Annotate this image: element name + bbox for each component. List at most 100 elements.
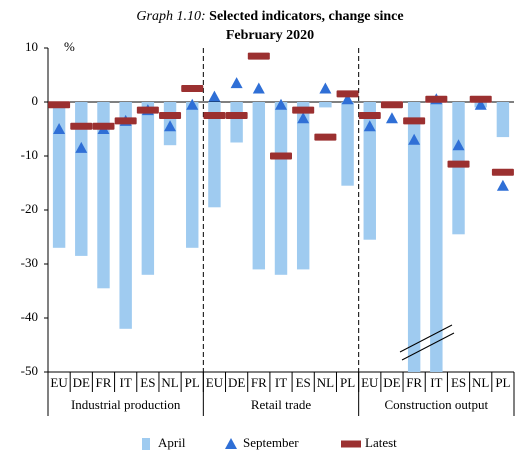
x-tick-label: NL — [161, 375, 178, 390]
marker-dash — [358, 112, 381, 119]
group-label: Industrial production — [71, 397, 181, 412]
marker-triangle — [474, 98, 487, 110]
group-label: Retail trade — [251, 397, 312, 412]
marker-dash — [114, 117, 137, 125]
marker-triangle — [230, 77, 243, 89]
bar — [274, 102, 288, 275]
legend-label: Latest — [365, 435, 397, 450]
x-tick-label: IT — [430, 375, 442, 390]
marker-dash — [292, 106, 315, 114]
group-label: Construction output — [385, 397, 489, 412]
marker-dash — [48, 101, 71, 109]
bar — [363, 102, 376, 240]
bar — [407, 102, 421, 372]
x-tick-label: FR — [406, 375, 422, 390]
y-tick-label: -30 — [21, 255, 38, 270]
marker-dash — [247, 52, 270, 60]
x-tick-label: DE — [73, 375, 90, 390]
chart-title-line2: February 2020 — [226, 28, 314, 43]
marker-triangle — [385, 112, 398, 124]
x-tick-label: ES — [140, 375, 155, 390]
x-tick-label: EU — [206, 375, 224, 390]
marker-triangle — [275, 98, 287, 110]
bar — [319, 102, 332, 108]
x-tick-label: PL — [185, 375, 200, 390]
bar — [496, 102, 510, 138]
marker-dash — [225, 112, 248, 119]
break-mark — [401, 332, 455, 361]
x-tick-label: DE — [383, 375, 400, 390]
legend-label: April — [158, 435, 186, 450]
marker-dash — [403, 117, 426, 125]
marker-dash — [270, 152, 292, 160]
legend-label: September — [243, 435, 299, 450]
y-tick-label: -50 — [21, 363, 38, 378]
marker-triangle — [408, 133, 421, 145]
legend-swatch — [142, 438, 150, 450]
chart-title: Graph 1.10: Selected indicators, change … — [136, 9, 403, 24]
bar — [296, 102, 310, 270]
bar — [141, 102, 155, 275]
title-text: Selected indicators, change since — [209, 9, 403, 24]
y-tick-label: -40 — [21, 309, 38, 324]
y-tick-label: -20 — [21, 201, 38, 216]
x-tick-label: IT — [275, 375, 287, 390]
marker-dash — [92, 122, 115, 130]
legend-swatch — [225, 438, 237, 449]
marker-dash — [491, 168, 514, 176]
x-tick-label: NL — [317, 375, 334, 390]
marker-dash — [469, 95, 492, 103]
x-tick-label: ES — [451, 375, 466, 390]
marker-dash — [136, 106, 159, 114]
marker-triangle — [496, 179, 509, 191]
marker-dash — [425, 95, 448, 103]
marker-triangle — [319, 82, 332, 94]
marker-dash — [159, 112, 182, 119]
bar — [430, 102, 443, 372]
x-tick-label: EU — [50, 375, 68, 390]
x-tick-label: NL — [472, 375, 489, 390]
title-prefix: Graph 1.10: — [136, 9, 205, 24]
marker-dash — [181, 85, 204, 92]
y-tick-label: 10 — [25, 39, 38, 54]
marker-triangle — [186, 98, 199, 110]
marker-triangle — [341, 93, 354, 105]
marker-dash — [447, 160, 470, 168]
bar — [97, 102, 110, 289]
bar — [341, 102, 354, 186]
bar — [252, 102, 266, 270]
marker-triangle — [363, 120, 376, 132]
x-tick-label: EU — [361, 375, 379, 390]
marker-triangle — [75, 141, 88, 153]
break-mark — [399, 324, 453, 353]
marker-dash — [336, 90, 359, 98]
y-tick-label: -10 — [21, 147, 38, 162]
marker-dash — [203, 112, 226, 119]
x-tick-label: FR — [251, 375, 267, 390]
bar — [452, 102, 465, 235]
bar — [119, 102, 132, 329]
marker-dash — [314, 133, 337, 141]
y-unit: % — [64, 39, 75, 54]
marker-triangle — [452, 139, 465, 151]
marker-dash — [70, 122, 93, 130]
marker-dash — [380, 101, 403, 109]
legend-swatch — [341, 440, 361, 448]
bar — [208, 102, 221, 208]
marker-triangle — [252, 82, 265, 94]
y-tick-label: 0 — [32, 93, 39, 108]
bar — [75, 102, 88, 256]
x-tick-label: FR — [96, 375, 112, 390]
x-tick-label: ES — [296, 375, 311, 390]
marker-triangle — [53, 123, 66, 134]
marker-triangle — [297, 112, 310, 124]
marker-triangle — [208, 90, 221, 102]
marker-triangle — [164, 120, 177, 132]
x-tick-label: DE — [228, 375, 245, 390]
x-tick-label: PL — [340, 375, 355, 390]
bar — [186, 102, 199, 248]
bar — [230, 102, 243, 143]
bar — [52, 102, 66, 248]
x-tick-label: PL — [495, 375, 510, 390]
